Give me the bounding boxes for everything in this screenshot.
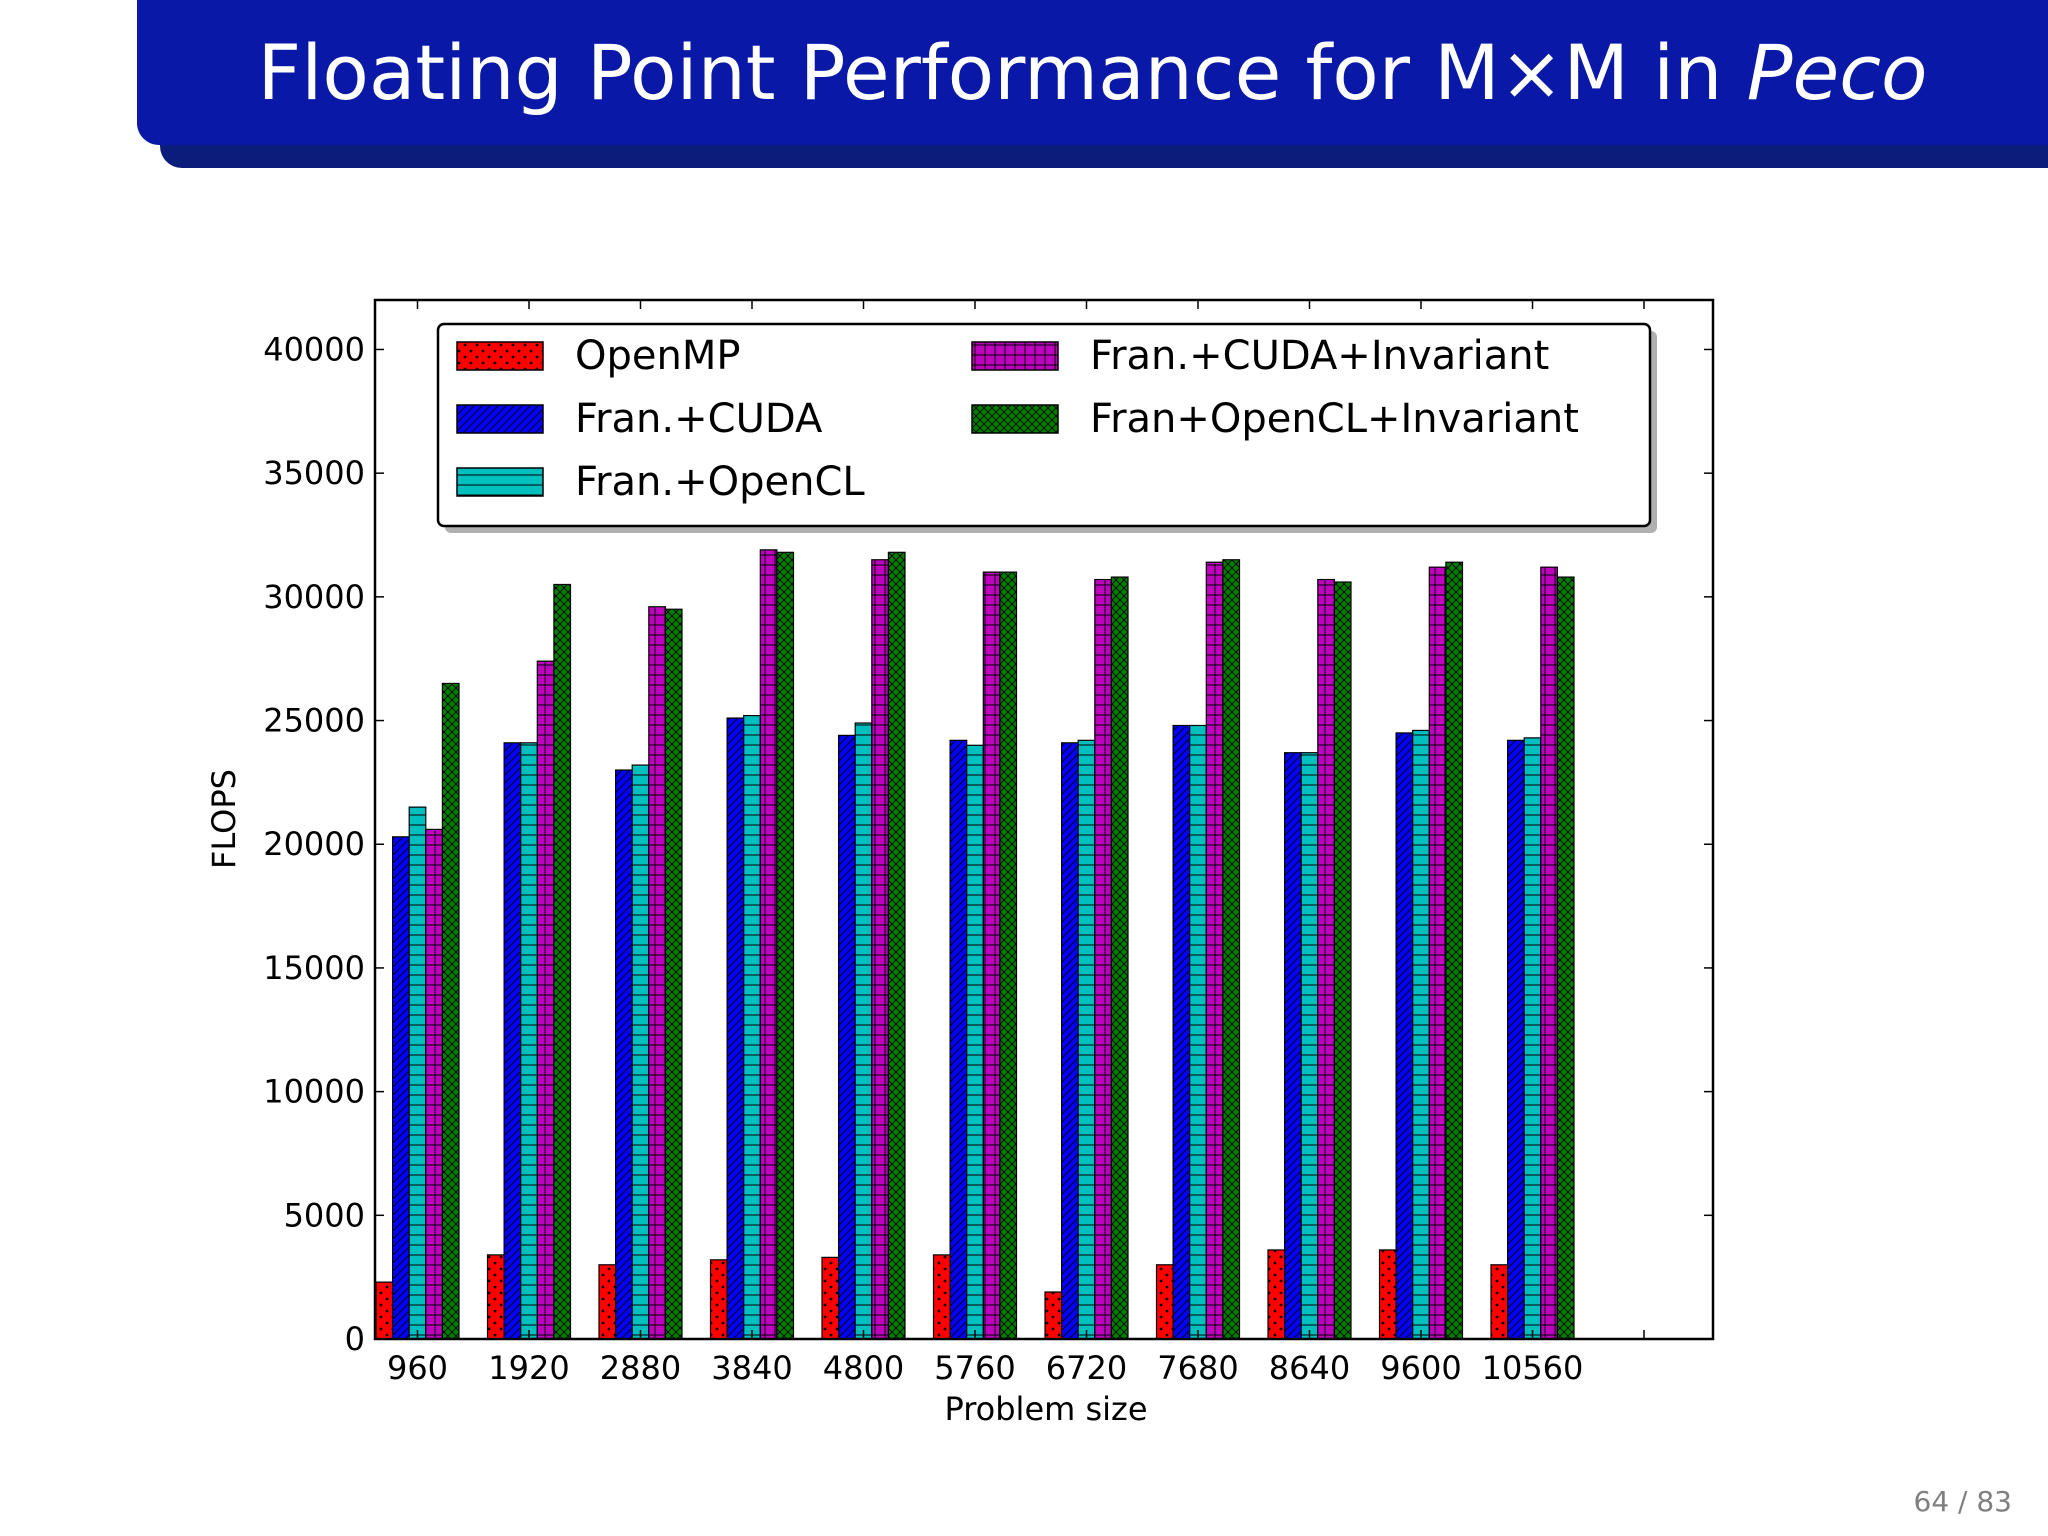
page-number: 64 / 83 bbox=[1913, 1485, 2013, 1518]
y-tick-label: 5000 bbox=[284, 1196, 365, 1234]
x-tick-label: 6720 bbox=[1046, 1349, 1127, 1387]
plot-frame bbox=[373, 298, 1715, 1341]
bar-fran-opencl-3840 bbox=[743, 714, 761, 1340]
bar-fran-opencl-9600 bbox=[1412, 729, 1430, 1340]
bar-fran-cuda-9600 bbox=[1395, 732, 1414, 1340]
bar-openmp-5760 bbox=[932, 1254, 951, 1340]
bar-fran-opencl-invariant-4800 bbox=[887, 551, 906, 1340]
bar-openmp-4800 bbox=[821, 1256, 840, 1340]
bar-fran-cuda-8640 bbox=[1283, 752, 1302, 1340]
x-tick-label: 960 bbox=[387, 1349, 448, 1387]
y-axis-label: FLOPS bbox=[205, 769, 243, 869]
x-tick-label: 1920 bbox=[488, 1349, 569, 1387]
bar-fran-opencl-invariant-7680 bbox=[1222, 559, 1241, 1340]
y-tick-label: 15000 bbox=[263, 949, 365, 987]
legend-entry-fran-opencl-invariant: Fran+OpenCL+Invariant bbox=[971, 396, 1579, 442]
y-tick-label: 35000 bbox=[263, 454, 365, 492]
legend-entry-openmp: OpenMP bbox=[456, 333, 740, 379]
legend-label: Fran.+CUDA bbox=[575, 396, 823, 442]
legend-entry-fran-cuda: Fran.+CUDA bbox=[456, 396, 823, 442]
legend-entry-fran-opencl: Fran.+OpenCL bbox=[456, 459, 865, 505]
bar-fran-opencl-invariant-960 bbox=[441, 682, 460, 1340]
bar-openmp-2880 bbox=[598, 1264, 617, 1340]
bar-fran-opencl-invariant-9600 bbox=[1445, 561, 1464, 1340]
bar-fran-opencl-invariant-6720 bbox=[1110, 576, 1129, 1340]
bar-openmp-1920 bbox=[486, 1254, 505, 1340]
x-tick-label: 3840 bbox=[711, 1349, 792, 1387]
bar-fran-opencl-invariant-8640 bbox=[1333, 581, 1352, 1340]
bar-fran-cuda-7680 bbox=[1172, 724, 1191, 1340]
bar-fran-opencl-invariant-10560 bbox=[1556, 576, 1575, 1340]
legend-label: Fran+OpenCL+Invariant bbox=[1090, 396, 1579, 442]
bar-fran-opencl-invariant-5760 bbox=[999, 571, 1018, 1340]
bar-fran-cuda-3840 bbox=[726, 717, 745, 1340]
bar-openmp-10560 bbox=[1490, 1264, 1509, 1340]
bar-fran-cuda-10560 bbox=[1506, 739, 1525, 1340]
bar-fran-cuda-invariant-2880 bbox=[648, 606, 666, 1340]
y-tick-label: 40000 bbox=[263, 330, 365, 368]
title-bar: Floating Point Performance for M×M in Pe… bbox=[137, 0, 2048, 145]
y-tick-label: 30000 bbox=[263, 578, 365, 616]
x-tick-label: 5760 bbox=[934, 1349, 1015, 1387]
bar-fran-cuda-invariant-3840 bbox=[759, 549, 778, 1340]
x-tick-label: 4800 bbox=[823, 1349, 904, 1387]
legend-entry-fran-cuda-invariant: Fran.+CUDA+Invariant bbox=[971, 333, 1549, 379]
bar-fran-cuda-4800 bbox=[837, 734, 856, 1340]
x-tick-label: 10560 bbox=[1482, 1349, 1584, 1387]
bar-fran-cuda-invariant-8640 bbox=[1317, 578, 1336, 1340]
x-tick-label: 2880 bbox=[600, 1349, 681, 1387]
bar-fran-cuda-invariant-10560 bbox=[1540, 566, 1559, 1340]
x-tick-label: 7680 bbox=[1157, 1349, 1238, 1387]
bar-fran-opencl-10560 bbox=[1523, 737, 1542, 1340]
y-tick-label: 25000 bbox=[263, 702, 365, 740]
bar-openmp-9600 bbox=[1378, 1249, 1397, 1340]
legend-label: OpenMP bbox=[575, 333, 740, 379]
bar-fran-opencl-invariant-2880 bbox=[664, 608, 683, 1340]
bar-fran-opencl-960 bbox=[408, 806, 427, 1340]
slide-title-main: Floating Point Performance for M×M in bbox=[257, 28, 1723, 117]
bar-fran-opencl-invariant-3840 bbox=[776, 551, 795, 1340]
bar-fran-cuda-6720 bbox=[1060, 742, 1079, 1340]
bar-fran-cuda-invariant-7680 bbox=[1205, 561, 1224, 1340]
x-tick-label: 9600 bbox=[1380, 1349, 1461, 1387]
y-tick-label: 10000 bbox=[263, 1073, 365, 1111]
bar-fran-cuda-5760 bbox=[949, 739, 968, 1340]
bar-fran-cuda-invariant-6720 bbox=[1094, 578, 1113, 1340]
legend-label: Fran.+CUDA+Invariant bbox=[1090, 333, 1549, 379]
bar-fran-opencl-5760 bbox=[966, 744, 984, 1340]
bar-fran-cuda-invariant-9600 bbox=[1428, 566, 1447, 1340]
bar-fran-opencl-invariant-1920 bbox=[553, 583, 572, 1340]
bar-fran-cuda-invariant-960 bbox=[425, 828, 443, 1340]
y-tick-label: 0 bbox=[345, 1320, 365, 1358]
bar-fran-cuda-1920 bbox=[503, 742, 522, 1340]
bar-openmp-960 bbox=[375, 1281, 394, 1340]
bar-fran-cuda-invariant-1920 bbox=[536, 660, 555, 1340]
y-tick-label: 20000 bbox=[263, 825, 365, 863]
bar-fran-opencl-1920 bbox=[520, 742, 538, 1340]
bar-openmp-6720 bbox=[1044, 1291, 1063, 1340]
bar-fran-cuda-960 bbox=[392, 836, 410, 1340]
bar-openmp-3840 bbox=[709, 1259, 728, 1340]
slide-title: Floating Point Performance for M×M in Pe… bbox=[258, 28, 1928, 117]
bar-fran-opencl-4800 bbox=[854, 722, 873, 1340]
bar-fran-cuda-2880 bbox=[614, 769, 633, 1340]
x-tick-label: 8640 bbox=[1269, 1349, 1350, 1387]
legend-label: Fran.+OpenCL bbox=[575, 459, 865, 505]
bar-fran-opencl-7680 bbox=[1189, 724, 1207, 1340]
bar-fran-opencl-2880 bbox=[631, 764, 650, 1340]
bar-openmp-7680 bbox=[1155, 1264, 1174, 1340]
slide-title-italic: Peco bbox=[1746, 28, 1928, 117]
bar-openmp-8640 bbox=[1267, 1249, 1286, 1340]
bar-fran-opencl-8640 bbox=[1300, 752, 1319, 1340]
bar-fran-opencl-6720 bbox=[1077, 739, 1096, 1340]
bar-fran-cuda-invariant-5760 bbox=[982, 571, 1001, 1340]
bar-fran-cuda-invariant-4800 bbox=[871, 559, 889, 1340]
x-axis-label: Problem size bbox=[944, 1390, 1147, 1428]
